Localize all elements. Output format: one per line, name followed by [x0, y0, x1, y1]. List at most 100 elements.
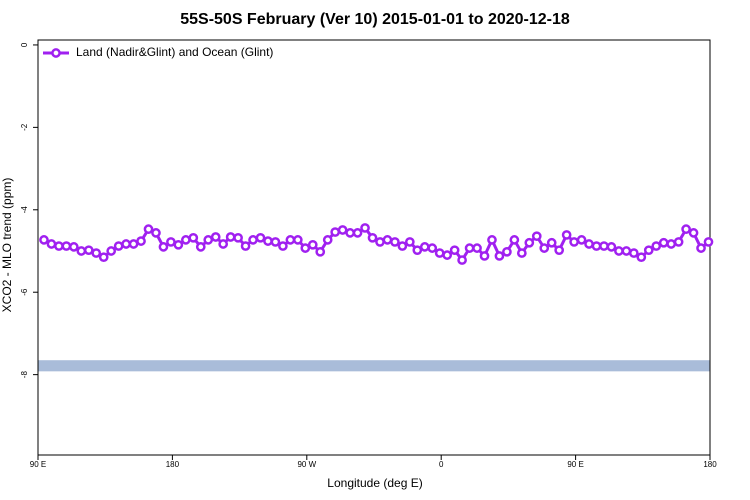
data-point: [330, 227, 341, 237]
data-point: [472, 243, 482, 253]
data-point: [255, 232, 266, 243]
data-point: [337, 225, 348, 235]
data-point: [143, 224, 154, 235]
data-point: [225, 232, 236, 242]
y-tick-label: -2: [20, 123, 29, 131]
data-point: [464, 243, 475, 253]
data-point: [39, 235, 49, 245]
data-point: [651, 241, 662, 251]
data-point: [76, 246, 87, 256]
data-point: [278, 241, 288, 251]
data-point: [367, 232, 378, 243]
data-point: [390, 237, 400, 247]
data-point: [173, 239, 184, 250]
data-point: [561, 230, 572, 240]
data-point: [166, 237, 176, 247]
data-point: [494, 251, 505, 261]
x-tick-label: 180: [166, 460, 180, 469]
data-point: [606, 242, 617, 252]
data-point: [158, 242, 169, 252]
data-point: [688, 228, 699, 238]
data-point: [412, 245, 423, 256]
data-point: [636, 252, 647, 263]
data-point: [546, 237, 557, 248]
data-point: [322, 235, 333, 245]
data-point: [360, 223, 370, 233]
data-point: [180, 235, 191, 245]
x-tick-label: 180: [703, 460, 717, 469]
data-point: [61, 241, 72, 251]
data-point: [375, 237, 385, 247]
data-point: [352, 228, 363, 238]
data-point: [673, 237, 684, 247]
data-point: [203, 235, 214, 245]
data-point: [270, 237, 281, 247]
data-point: [113, 241, 124, 251]
data-point: [539, 243, 550, 253]
data-point: [442, 250, 453, 260]
data-point: [681, 224, 691, 235]
data-point: [46, 239, 57, 249]
data-point: [233, 232, 243, 243]
data-point: [263, 236, 273, 246]
data-point: [404, 237, 415, 247]
data-point: [696, 243, 706, 253]
y-tick-label: -8: [20, 371, 29, 379]
data-point: [106, 246, 117, 256]
data-point: [68, 242, 79, 252]
data-point: [218, 239, 229, 249]
data-point: [397, 241, 408, 251]
data-point: [487, 235, 497, 245]
data-point: [569, 237, 579, 247]
data-point: [449, 245, 460, 256]
data-point: [136, 236, 146, 246]
data-point: [307, 239, 318, 250]
x-tick-label: 90 E: [30, 460, 46, 469]
data-point: [621, 246, 632, 256]
legend-marker: [51, 48, 61, 58]
data-point: [427, 243, 438, 253]
data-point: [591, 241, 602, 251]
data-point: [382, 235, 393, 245]
data-point: [345, 228, 355, 238]
data-point: [128, 239, 139, 249]
data-point: [83, 245, 94, 256]
x-tick-label: 90 E: [567, 460, 583, 469]
data-point: [248, 235, 258, 245]
data-point: [628, 248, 639, 258]
data-point: [300, 243, 311, 253]
data-point: [599, 241, 609, 251]
data-point: [285, 235, 296, 245]
x-tick-label: 90 W: [297, 460, 316, 469]
y-axis-title: XCO2 - MLO trend (ppm): [0, 178, 14, 313]
data-point: [434, 248, 445, 258]
data-point: [502, 246, 512, 257]
chart-title: 55S-50S February (Ver 10) 2015-01-01 to …: [180, 11, 570, 28]
x-tick-label: 0: [439, 460, 444, 469]
data-point: [292, 235, 303, 245]
data-point: [703, 237, 714, 247]
data-point: [516, 248, 527, 258]
data-point: [54, 241, 64, 251]
data-point: [91, 248, 102, 258]
data-point: [240, 241, 251, 251]
data-point: [121, 239, 131, 249]
data-point: [457, 255, 467, 265]
y-tick-label: 0: [20, 42, 29, 47]
legend-label: Land (Nadir&Glint) and Ocean (Glint): [76, 45, 273, 59]
plot-frame: [37, 39, 711, 456]
data-point: [151, 228, 161, 238]
y-tick-label: -6: [20, 288, 29, 296]
data-point: [614, 246, 624, 256]
x-axis-title: Longitude (deg E): [327, 476, 422, 490]
data-point: [658, 237, 669, 248]
data-point: [531, 231, 542, 242]
data-point: [554, 245, 565, 256]
data-point: [666, 239, 677, 249]
data-point: [479, 251, 490, 261]
data-point: [524, 237, 535, 248]
data-point: [509, 235, 520, 245]
data-point: [210, 232, 221, 242]
data-point: [188, 232, 199, 243]
